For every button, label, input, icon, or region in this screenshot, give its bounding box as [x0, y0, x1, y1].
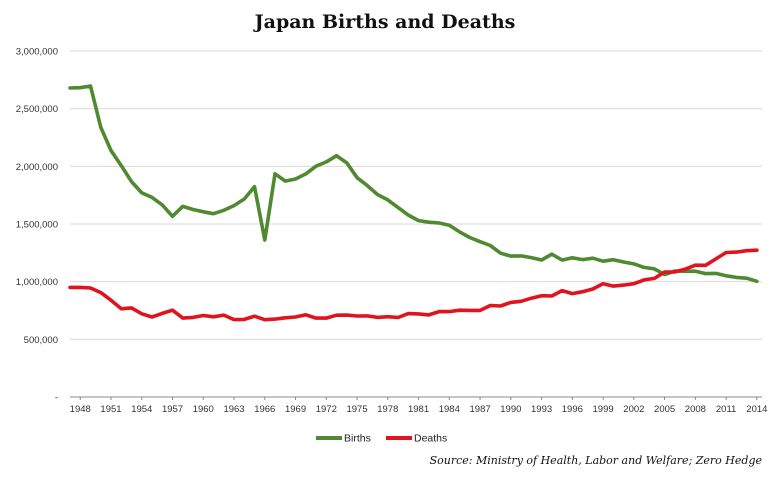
y-tick-label: 1,000,000 — [16, 277, 58, 288]
x-tick-label: 1987 — [470, 404, 491, 415]
x-tick-label: 1993 — [531, 404, 552, 415]
legend-label-births: Births — [344, 433, 371, 445]
x-tick-label: 1990 — [500, 404, 521, 415]
x-tick-label: 2014 — [746, 404, 767, 415]
x-tick-label: 1954 — [131, 404, 152, 415]
x-tick-label: 1975 — [346, 404, 367, 415]
chart-title: Japan Births and Deaths — [253, 11, 516, 33]
y-tick-label: 500,000 — [24, 335, 58, 346]
x-tick-label: 1948 — [70, 404, 91, 415]
series-line-births — [68, 84, 759, 284]
y-tick-label: - — [55, 393, 58, 404]
x-tick-label: 1978 — [377, 404, 398, 415]
x-tick-label: 1966 — [254, 404, 275, 415]
y-tick-label: 2,000,000 — [16, 162, 58, 173]
x-tick-label: 1996 — [562, 404, 583, 415]
x-tick-label: 1951 — [100, 404, 121, 415]
x-tick-label: 1981 — [408, 404, 429, 415]
y-tick-label: 2,500,000 — [16, 104, 58, 115]
legend: Births Deaths — [316, 433, 447, 445]
legend-label-deaths: Deaths — [414, 433, 447, 445]
x-tick-label: 1960 — [193, 404, 214, 415]
x-tick-label: 2005 — [654, 404, 675, 415]
x-tick-label: 1957 — [162, 404, 183, 415]
y-tick-label: 1,500,000 — [16, 220, 58, 231]
gridlines — [70, 50, 762, 340]
x-tick-label: 1969 — [285, 404, 306, 415]
y-axis-ticks: - 500,000 1,000,000 1,500,000 2,000,000 2,500… — [16, 47, 58, 404]
x-tick-label: 1984 — [439, 404, 460, 415]
x-tick-label: 2011 — [716, 404, 736, 415]
x-tick-label: 2002 — [623, 404, 644, 415]
x-tick-label: 2008 — [685, 404, 706, 415]
series-lines — [68, 84, 759, 322]
x-axis-ticks: 1948 1951 1954 1957 1960 1963 1966 1969 1972 1975… — [70, 397, 767, 415]
source-note: Source: Ministry of Health, Labor and We… — [430, 454, 763, 467]
series-line-deaths — [68, 248, 759, 322]
x-tick-label: 1972 — [316, 404, 337, 415]
x-tick-label: 1963 — [223, 404, 244, 415]
y-tick-label: 3,000,000 — [16, 47, 58, 58]
x-tick-label: 1999 — [593, 404, 614, 415]
